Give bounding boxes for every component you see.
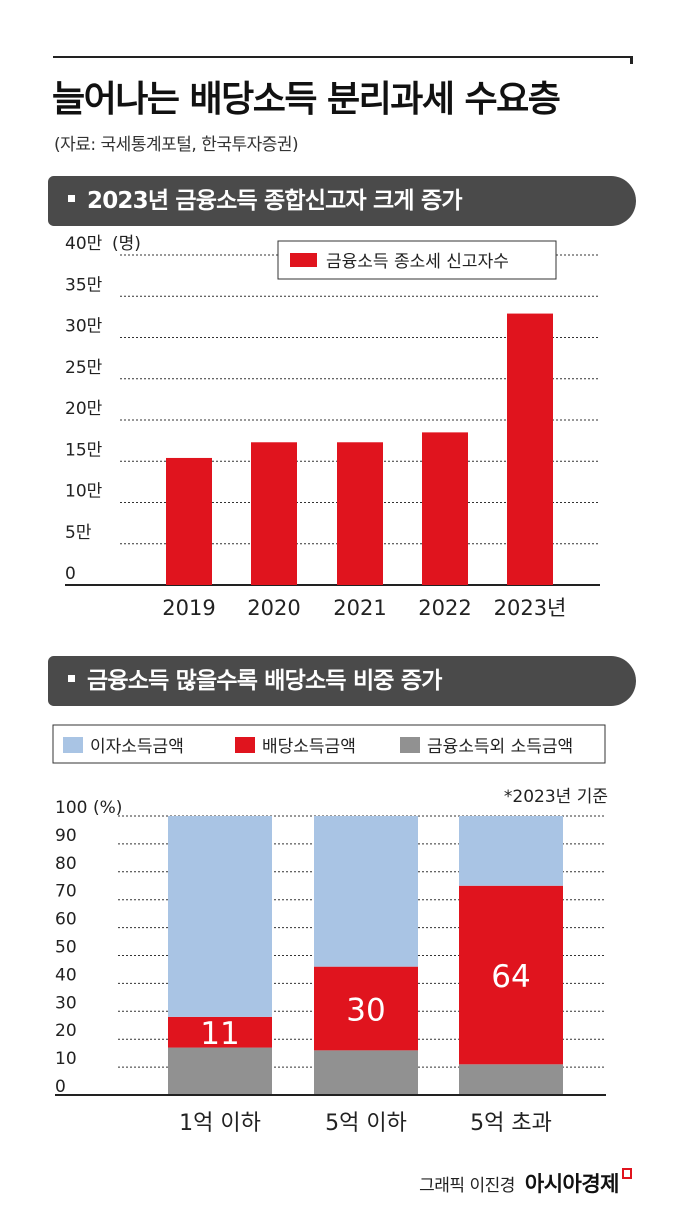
y-tick-label: 0	[55, 1077, 66, 1097]
interest-segment	[168, 816, 272, 1017]
filers-bar-chart: 0 5만 10만 15만 20만 25만 30만 35만 40만 (명) 2019 2020 2021 2…	[65, 234, 600, 620]
x-tick-label: 2019	[162, 596, 215, 620]
legend-swatch	[235, 737, 255, 753]
interest-segment	[314, 816, 418, 967]
y-tick-label: 30만	[65, 317, 103, 337]
legend-label: 배당소득금액	[262, 737, 356, 757]
source-note: (자료: 국세통계포털, 한국투자증권)	[54, 135, 299, 155]
brand-logo: 아시아경제	[524, 1172, 620, 1196]
top-rule	[53, 56, 633, 58]
top-rule-mark	[630, 56, 633, 64]
dividend-segment	[168, 1016, 272, 1048]
y-tick-label: 90	[55, 826, 77, 846]
graphic-credit: 그래픽 이진경	[419, 1176, 515, 1196]
section-1-heading-bar: 2023년 금융소득 종합신고자 크게 증가	[48, 176, 636, 226]
data-label: 30	[346, 993, 385, 1029]
x-tick-label: 2020	[247, 596, 300, 620]
legend-swatch	[63, 737, 83, 753]
section-2-heading-bar: 금융소득 많을수록 배당소득 비중 증가	[48, 656, 636, 706]
bar-2021	[337, 442, 383, 585]
bar-2023년	[507, 313, 553, 585]
y-tick-label: 70	[55, 882, 77, 902]
bar-2019	[166, 457, 212, 585]
y-tick-label: 0	[65, 564, 76, 584]
interest-segment	[459, 816, 563, 886]
other-income-segment	[459, 1064, 563, 1095]
y-tick-label: 10만	[65, 482, 103, 502]
y-tick-label: 40만	[65, 234, 103, 254]
legend-label: 금융소득외 소득금액	[427, 737, 573, 757]
x-tick-label: 5억 초과	[470, 1111, 552, 1135]
bullet-icon	[68, 195, 75, 202]
bar-2022	[422, 432, 468, 585]
x-tick-label: 2022	[418, 596, 471, 620]
y-tick-label: 20	[55, 1021, 77, 1041]
bar-2020	[251, 442, 297, 585]
dividend-segment	[314, 966, 418, 1051]
other-income-segment	[168, 1047, 272, 1095]
y-tick-label: 50	[55, 938, 77, 958]
data-label: 64	[491, 959, 530, 995]
y-tick-label: 35만	[65, 275, 103, 295]
legend-swatch	[400, 737, 420, 753]
x-tick-label: 5억 이하	[325, 1111, 407, 1135]
y-tick-label: 80	[55, 854, 77, 874]
y-tick-label: 5만	[65, 523, 92, 543]
legend-box	[52, 724, 606, 764]
x-tick-label: 2021	[333, 596, 386, 620]
y-axis-unit: (%)	[93, 798, 122, 818]
page-title: 늘어나는 배당소득 분리과세 수요층	[52, 79, 561, 120]
y-tick-label: 40	[55, 965, 77, 985]
dividend-segment	[459, 885, 563, 1065]
section-1-heading: 2023년 금융소득 종합신고자 크게 증가	[87, 188, 462, 214]
y-axis-unit: (명)	[112, 234, 141, 254]
y-tick-label: 60	[55, 910, 77, 930]
legend-box	[277, 240, 557, 280]
section-2-heading: 금융소득 많을수록 배당소득 비중 증가	[87, 668, 442, 694]
y-tick-label: 15만	[65, 440, 103, 460]
legend-swatch-red	[290, 253, 317, 267]
legend-label: 금융소득 종소세 신고자수	[326, 252, 509, 272]
other-income-segment	[314, 1050, 418, 1095]
y-tick-label: 30	[55, 993, 77, 1013]
data-label: 11	[200, 1016, 239, 1052]
x-tick-label: 1억 이하	[179, 1111, 261, 1135]
y-tick-label: 10	[55, 1049, 77, 1069]
base-year-note: *2023년 기준	[504, 787, 608, 807]
y-tick-label: 20만	[65, 399, 103, 419]
y-tick-label: 100	[55, 798, 87, 818]
footer: 그래픽 이진경 아시아경제	[419, 1168, 632, 1198]
income-composition-chart: 이자소득금액 배당소득금액 금융소득외 소득금액 *2023년 기준 0 10 20 30 40…	[52, 724, 608, 1135]
legend-label: 이자소득금액	[90, 737, 184, 757]
y-tick-label: 25만	[65, 358, 103, 378]
x-tick-label: 2023년	[494, 596, 567, 620]
bullet-icon	[68, 675, 75, 682]
brand-mark-icon	[622, 1168, 632, 1179]
